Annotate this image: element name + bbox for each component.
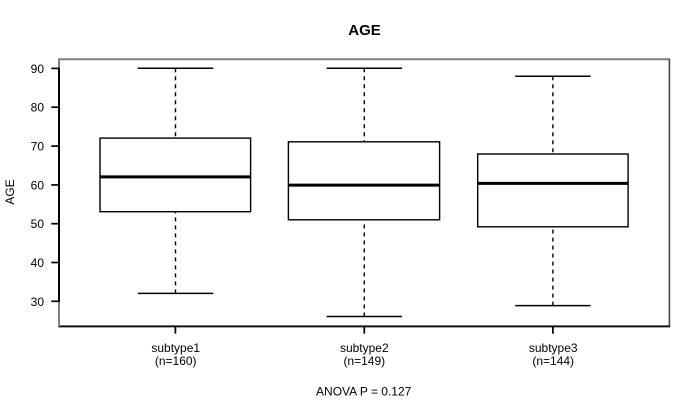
svg-text:80: 80	[31, 101, 45, 115]
svg-text:subtype1: subtype1	[151, 341, 200, 355]
svg-text:60: 60	[31, 178, 45, 192]
svg-text:(n=160): (n=160)	[155, 354, 197, 368]
svg-text:(n=144): (n=144)	[532, 354, 574, 368]
svg-text:ANOVA P = 0.127: ANOVA P = 0.127	[316, 385, 412, 399]
svg-text:(n=149): (n=149)	[343, 354, 385, 368]
svg-text:subtype3: subtype3	[529, 341, 578, 355]
svg-text:90: 90	[31, 62, 45, 76]
svg-text:40: 40	[31, 256, 45, 270]
svg-text:AGE: AGE	[348, 22, 381, 39]
svg-text:subtype2: subtype2	[340, 341, 389, 355]
svg-text:50: 50	[31, 217, 45, 231]
svg-text:AGE: AGE	[3, 179, 17, 204]
svg-text:70: 70	[31, 140, 45, 154]
svg-text:30: 30	[31, 295, 45, 309]
